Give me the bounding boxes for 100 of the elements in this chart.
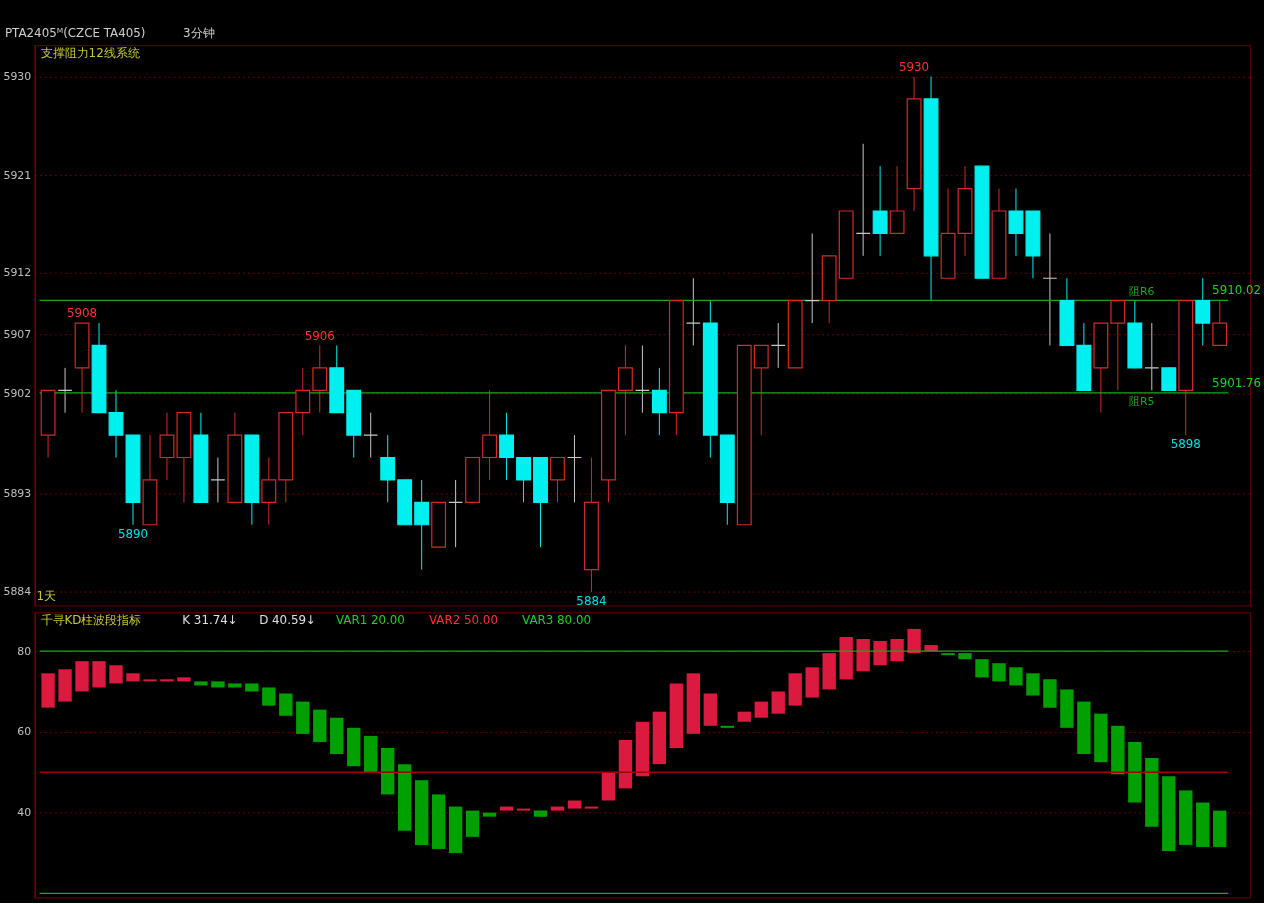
- bar: [1213, 810, 1227, 847]
- bar: [397, 764, 412, 831]
- bar: [533, 810, 548, 817]
- bar: [890, 639, 904, 662]
- bar: [1145, 758, 1159, 827]
- bar: [177, 677, 191, 682]
- candlestick: [159, 412, 175, 481]
- bar: [652, 711, 667, 765]
- candlestick: [634, 344, 650, 414]
- bar: [975, 659, 989, 678]
- bar: [737, 711, 751, 722]
- chart-title: 千寻KD柱波段指标: [40, 613, 142, 628]
- annotation: 5884: [576, 593, 607, 608]
- y-tick-label: 5930: [3, 70, 32, 84]
- ref-line-label: 阻R6: [1128, 285, 1155, 299]
- y-tick-label: 40: [17, 806, 32, 820]
- text: PTA2405ᴹ(CZCE TA405): [4, 26, 146, 41]
- ref-line-label: 阻R5: [1128, 394, 1155, 408]
- bar: [58, 669, 72, 702]
- candlestick: [1008, 188, 1024, 257]
- bar: [499, 806, 514, 811]
- bar: [635, 721, 650, 777]
- annotation: 5906: [304, 328, 335, 343]
- bar: [414, 780, 429, 845]
- bar: [669, 683, 684, 749]
- annotation: VAR3 80.00: [522, 613, 592, 628]
- candlestick: [550, 456, 565, 503]
- bar: [550, 806, 565, 811]
- chart-title: 支撑阻力12线系统: [40, 46, 140, 61]
- candlestick: [499, 412, 514, 481]
- bar: [211, 681, 225, 688]
- y-tick-label: 5902: [3, 387, 32, 401]
- bar: [41, 673, 55, 708]
- candlestick: [295, 367, 311, 436]
- candlestick: [57, 367, 73, 414]
- candlestick: [414, 479, 430, 571]
- candlestick: [448, 479, 464, 548]
- bar: [279, 693, 293, 716]
- y-tick-label: 5907: [3, 327, 32, 341]
- bar: [516, 808, 531, 811]
- bar: [431, 794, 446, 849]
- bar: [1196, 802, 1210, 847]
- bar: [601, 772, 616, 801]
- bar: [92, 661, 106, 688]
- candlestick: [1110, 300, 1126, 391]
- candlestick: [1144, 322, 1160, 391]
- bar: [958, 653, 972, 660]
- candlestick: [567, 434, 582, 503]
- candlestick: [889, 165, 905, 235]
- bar: [160, 679, 174, 682]
- text: 3分钟: [183, 26, 215, 41]
- bar: [262, 687, 276, 706]
- bar: [313, 709, 327, 742]
- bar: [754, 701, 768, 718]
- bar: [703, 693, 717, 726]
- candlestick: [1042, 232, 1058, 346]
- bar: [364, 735, 378, 773]
- candlestick: [872, 165, 888, 257]
- bar: [907, 628, 921, 654]
- bar: [1094, 713, 1108, 763]
- candlestick: [516, 456, 531, 503]
- bar: [1179, 790, 1193, 845]
- bar: [143, 679, 157, 682]
- candlestick: [804, 232, 820, 324]
- bar: [1026, 673, 1040, 696]
- candlestick: [482, 389, 498, 481]
- annotation: 5910.02: [1212, 283, 1262, 298]
- annotation: 5908: [66, 306, 98, 321]
- candlestick: [261, 457, 277, 526]
- bar: [330, 717, 344, 755]
- candlestick: [617, 344, 633, 436]
- candlestick: [753, 344, 769, 436]
- bar: [245, 683, 259, 692]
- candlestick: [380, 434, 396, 503]
- bar: [1111, 725, 1125, 775]
- bar: [126, 673, 140, 682]
- bar: [228, 683, 242, 688]
- bar: [873, 641, 887, 666]
- y-tick-label: 5912: [3, 266, 32, 280]
- candlestick: [855, 143, 871, 257]
- annotation: 5898: [1170, 436, 1201, 451]
- candlestick: [312, 344, 328, 414]
- bar: [1077, 701, 1091, 755]
- bar: [1043, 679, 1057, 708]
- candlestick: [685, 277, 701, 346]
- annotation: D 40.59↓: [259, 613, 316, 628]
- bar: [347, 727, 361, 767]
- annotation: VAR1 20.00: [335, 613, 405, 628]
- bar: [992, 663, 1006, 682]
- bar: [75, 661, 89, 692]
- bar: [618, 739, 633, 789]
- bar: [822, 653, 836, 690]
- bar: [1128, 741, 1142, 803]
- candlestick: [1212, 300, 1228, 347]
- candlestick: [651, 367, 667, 436]
- bar: [856, 639, 870, 672]
- bar: [1060, 689, 1074, 728]
- annotation: 1天: [36, 589, 57, 604]
- bar: [686, 673, 701, 734]
- bar: [1162, 776, 1176, 851]
